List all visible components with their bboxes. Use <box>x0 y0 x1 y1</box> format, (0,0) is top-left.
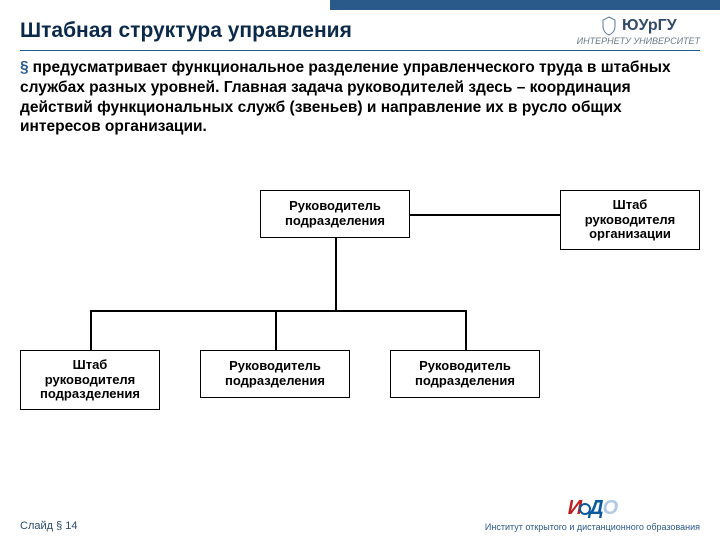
connector <box>90 310 92 350</box>
body-text-content: предусматривает функциональное разделени… <box>20 59 671 135</box>
brand-logo: ЮУрГУ ИНТЕРНЕТУ УНИВЕРСИТЕТ <box>577 16 700 46</box>
node-staff_dep: Штаб руководителя подразделения <box>20 350 160 410</box>
slide-num: 14 <box>65 520 77 532</box>
brand-row: ЮУрГУ <box>600 16 677 36</box>
body-paragraph: §предусматривает функциональное разделен… <box>20 58 700 137</box>
connector <box>90 310 465 312</box>
connector <box>465 310 467 350</box>
node-root: Руководитель подразделения <box>260 190 410 238</box>
brand-text: ЮУрГУ <box>622 17 677 35</box>
footer-logo: ИДО Институт открытого и дистанционного … <box>485 497 700 532</box>
brand-subtitle: ИНТЕРНЕТУ УНИВЕРСИТЕТ <box>577 36 700 46</box>
footer: Слайд § 14 ИДО Институт открытого и дист… <box>20 497 700 532</box>
slide-label: Слайд <box>20 520 53 532</box>
header-divider <box>20 50 700 51</box>
node-staff_org: Штаб руководителя организации <box>560 190 700 250</box>
top-stripe <box>0 0 720 10</box>
node-child1: Руководитель подразделения <box>200 350 350 398</box>
iodo-logo-icon: ИДО <box>568 497 617 520</box>
connector <box>335 238 337 310</box>
slide-sep: § <box>56 520 62 532</box>
connector <box>410 214 560 216</box>
brand-emblem-icon <box>600 16 618 36</box>
bullet-icon: § <box>20 59 29 76</box>
footer-caption: Институт открытого и дистанционного обра… <box>485 522 700 532</box>
header: Штабная структура управления ЮУрГУ ИНТЕР… <box>20 16 700 46</box>
connector <box>275 310 277 350</box>
page-title: Штабная структура управления <box>20 19 352 43</box>
node-child2: Руководитель подразделения <box>390 350 540 398</box>
org-diagram: Руководитель подразделения Штаб руководит… <box>0 190 720 450</box>
slide-indicator: Слайд § 14 <box>20 520 78 532</box>
